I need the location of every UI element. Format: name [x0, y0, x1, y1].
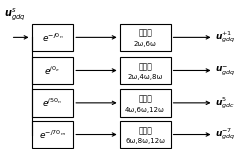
Text: $e^{j0_e}$: $e^{j0_e}$: [44, 64, 60, 77]
Text: $e^{j50_n}$: $e^{j50_n}$: [42, 97, 62, 109]
FancyBboxPatch shape: [120, 24, 171, 51]
FancyBboxPatch shape: [120, 89, 171, 117]
Text: $\boldsymbol{u}_{gdq}^{s}$: $\boldsymbol{u}_{gdq}^{s}$: [4, 6, 25, 22]
Text: $\boldsymbol{u}_{gdq}^{-7}$: $\boldsymbol{u}_{gdq}^{-7}$: [215, 127, 235, 142]
Text: $e^{-j70_m}$: $e^{-j70_m}$: [39, 128, 66, 141]
Text: $\boldsymbol{u}_{gdc}^{5}$: $\boldsymbol{u}_{gdc}^{5}$: [215, 95, 234, 111]
FancyBboxPatch shape: [120, 121, 171, 148]
Text: 2ω,4ω,8ω: 2ω,4ω,8ω: [127, 74, 163, 80]
FancyBboxPatch shape: [31, 57, 73, 84]
Text: 滤波器: 滤波器: [138, 29, 152, 38]
Text: $e^{-j0_n}$: $e^{-j0_n}$: [42, 31, 63, 44]
Text: 6ω,8ω,12ω: 6ω,8ω,12ω: [125, 138, 165, 144]
Text: 4ω,6ω,12ω: 4ω,6ω,12ω: [125, 107, 165, 113]
Text: 滤波器: 滤波器: [138, 126, 152, 135]
FancyBboxPatch shape: [120, 57, 171, 84]
FancyBboxPatch shape: [31, 24, 73, 51]
Text: 陷波器: 陷波器: [138, 94, 152, 103]
Text: 2ω,6ω: 2ω,6ω: [134, 41, 156, 47]
Text: 滤波器: 滤波器: [138, 62, 152, 71]
FancyBboxPatch shape: [31, 121, 73, 148]
Text: $\boldsymbol{u}_{gdq}^{+1}$: $\boldsymbol{u}_{gdq}^{+1}$: [215, 30, 235, 45]
FancyBboxPatch shape: [31, 89, 73, 117]
Text: $\boldsymbol{u}_{gdq}^{-}$: $\boldsymbol{u}_{gdq}^{-}$: [215, 64, 235, 77]
